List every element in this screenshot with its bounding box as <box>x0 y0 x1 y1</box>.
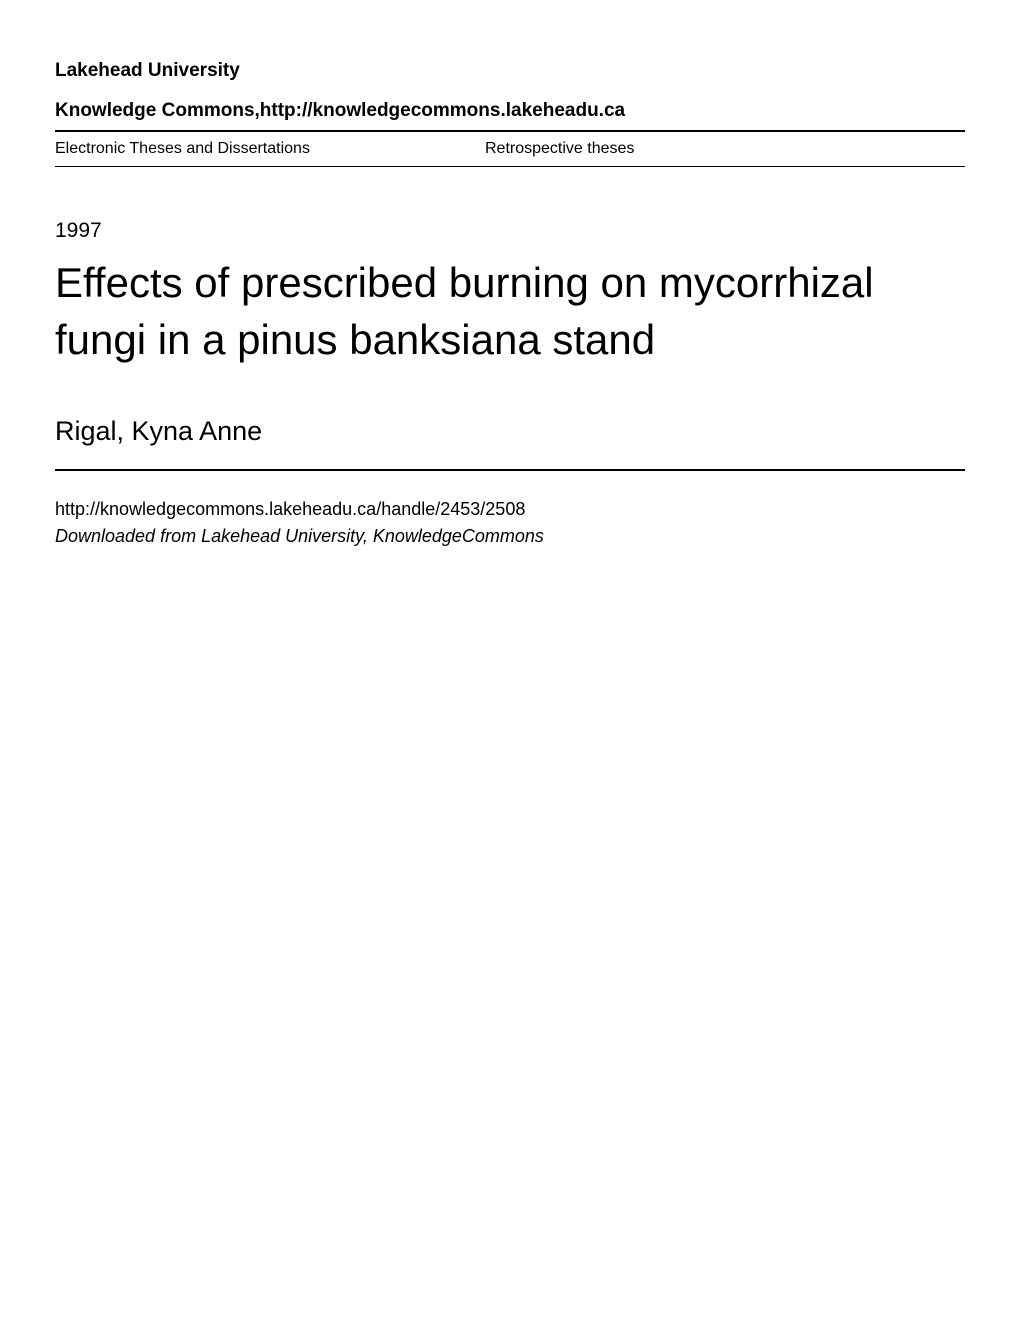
collection-left: Electronic Theses and Dissertations <box>55 140 485 158</box>
collection-meta-row: Electronic Theses and Dissertations Retr… <box>55 132 965 166</box>
repository-name: Knowledge Commons,http://knowledgecommon… <box>55 100 965 122</box>
document-title: Effects of prescribed burning on mycorrh… <box>55 255 965 368</box>
institution-name: Lakehead University <box>55 60 965 82</box>
collection-right: Retrospective theses <box>485 140 634 158</box>
header-divider-bottom <box>55 166 965 167</box>
download-note: Downloaded from Lakehead University, Kno… <box>55 526 965 547</box>
document-url: http://knowledgecommons.lakeheadu.ca/han… <box>55 499 965 520</box>
publication-year: 1997 <box>55 219 965 243</box>
author-name: Rigal, Kyna Anne <box>55 416 965 447</box>
author-divider <box>55 469 965 471</box>
